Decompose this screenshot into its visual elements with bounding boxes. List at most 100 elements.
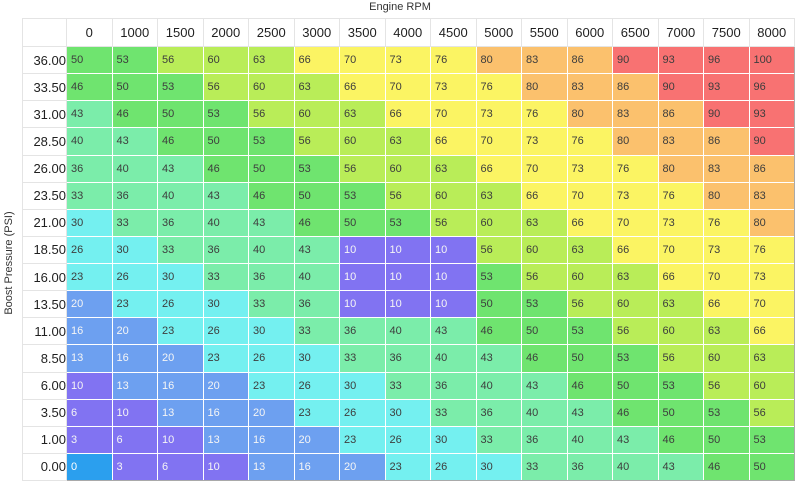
cell[interactable]: 33 [202, 262, 249, 292]
col-header-3000[interactable]: 3000 [293, 18, 340, 47]
cell[interactable]: 73 [430, 73, 477, 102]
row-header-1.00[interactable]: 1.00 [22, 425, 67, 454]
col-header-5500[interactable]: 5500 [521, 18, 568, 47]
cell[interactable]: 43 [430, 317, 477, 346]
cell[interactable]: 30 [66, 208, 113, 237]
cell[interactable]: 73 [748, 262, 795, 292]
cell[interactable]: 13 [66, 344, 113, 373]
cell[interactable]: 56 [566, 290, 613, 319]
row-header-31.00[interactable]: 31.00 [22, 100, 67, 129]
cell[interactable]: 56 [339, 154, 386, 183]
cell[interactable]: 30 [111, 235, 158, 265]
cell[interactable]: 26 [430, 452, 477, 482]
cell[interactable]: 26 [66, 235, 113, 265]
cell[interactable]: 43 [66, 100, 113, 129]
cell[interactable]: 93 [748, 100, 795, 129]
col-header-4500[interactable]: 4500 [430, 18, 477, 47]
cell[interactable]: 33 [66, 181, 113, 210]
cell[interactable]: 63 [475, 181, 522, 210]
cell[interactable]: 26 [111, 262, 158, 292]
cell[interactable]: 90 [748, 127, 795, 156]
cell[interactable]: 53 [293, 154, 340, 183]
cell[interactable]: 20 [248, 398, 295, 427]
row-header-0.00[interactable]: 0.00 [22, 452, 67, 482]
cell[interactable]: 23 [66, 262, 113, 292]
cell[interactable]: 40 [475, 371, 522, 400]
cell[interactable]: 33 [475, 425, 522, 454]
cell[interactable]: 40 [66, 127, 113, 156]
cell[interactable]: 53 [202, 100, 249, 129]
cell[interactable]: 23 [384, 452, 431, 482]
row-header-28.50[interactable]: 28.50 [22, 127, 67, 156]
cell[interactable]: 53 [612, 344, 659, 373]
cell[interactable]: 26 [248, 344, 295, 373]
cell[interactable]: 83 [566, 73, 613, 102]
cell[interactable]: 10 [111, 398, 158, 427]
cell[interactable]: 56 [430, 208, 477, 237]
cell[interactable]: 60 [384, 154, 431, 183]
cell[interactable]: 50 [339, 208, 386, 237]
cell[interactable]: 90 [657, 73, 704, 102]
cell[interactable]: 70 [430, 100, 477, 129]
cell[interactable]: 13 [248, 452, 295, 482]
cell[interactable]: 66 [748, 317, 795, 346]
cell[interactable]: 6 [157, 452, 204, 482]
cell[interactable]: 36 [566, 452, 613, 482]
cell[interactable]: 30 [475, 452, 522, 482]
row-header-23.50[interactable]: 23.50 [22, 181, 67, 210]
cell[interactable]: 36 [384, 344, 431, 373]
cell[interactable]: 36 [430, 371, 477, 400]
cell[interactable]: 33 [430, 398, 477, 427]
cell[interactable]: 96 [703, 45, 750, 75]
cell[interactable]: 60 [703, 344, 750, 373]
cell[interactable]: 23 [202, 344, 249, 373]
cell[interactable]: 26 [293, 371, 340, 400]
cell[interactable]: 23 [339, 425, 386, 454]
cell[interactable]: 90 [612, 45, 659, 75]
cell[interactable]: 13 [157, 398, 204, 427]
cell[interactable]: 46 [293, 208, 340, 237]
cell[interactable]: 43 [566, 398, 613, 427]
cell[interactable]: 13 [202, 425, 249, 454]
cell[interactable]: 50 [202, 127, 249, 156]
cell[interactable]: 60 [248, 73, 295, 102]
cell[interactable]: 63 [430, 154, 477, 183]
cell[interactable]: 70 [339, 45, 386, 75]
cell[interactable]: 43 [293, 235, 340, 265]
cell[interactable]: 76 [430, 45, 477, 75]
cell[interactable]: 80 [566, 100, 613, 129]
cell[interactable]: 93 [703, 73, 750, 102]
row-header-3.50[interactable]: 3.50 [22, 398, 67, 427]
cell[interactable]: 56 [657, 344, 704, 373]
cell[interactable]: 56 [521, 262, 568, 292]
col-header-3500[interactable]: 3500 [339, 18, 386, 47]
cell[interactable]: 20 [202, 371, 249, 400]
cell[interactable]: 43 [475, 344, 522, 373]
cell[interactable]: 30 [202, 290, 249, 319]
cell[interactable]: 70 [703, 262, 750, 292]
col-header-4000[interactable]: 4000 [384, 18, 431, 47]
cell[interactable]: 30 [293, 344, 340, 373]
cell[interactable]: 56 [293, 127, 340, 156]
cell[interactable]: 60 [202, 45, 249, 75]
cell[interactable]: 60 [748, 371, 795, 400]
row-header-33.50[interactable]: 33.50 [22, 73, 67, 102]
cell[interactable]: 73 [566, 154, 613, 183]
cell[interactable]: 43 [521, 371, 568, 400]
cell[interactable]: 20 [293, 425, 340, 454]
cell[interactable]: 70 [384, 73, 431, 102]
cell[interactable]: 50 [566, 344, 613, 373]
cell[interactable]: 33 [293, 317, 340, 346]
cell[interactable]: 66 [384, 100, 431, 129]
cell[interactable]: 53 [748, 425, 795, 454]
cell[interactable]: 63 [657, 290, 704, 319]
cell[interactable]: 73 [384, 45, 431, 75]
cell[interactable]: 80 [521, 73, 568, 102]
cell[interactable]: 76 [612, 154, 659, 183]
cell[interactable]: 70 [475, 127, 522, 156]
cell[interactable]: 56 [612, 317, 659, 346]
cell[interactable]: 53 [521, 290, 568, 319]
cell[interactable]: 40 [384, 317, 431, 346]
cell[interactable]: 53 [703, 398, 750, 427]
cell[interactable]: 63 [612, 262, 659, 292]
